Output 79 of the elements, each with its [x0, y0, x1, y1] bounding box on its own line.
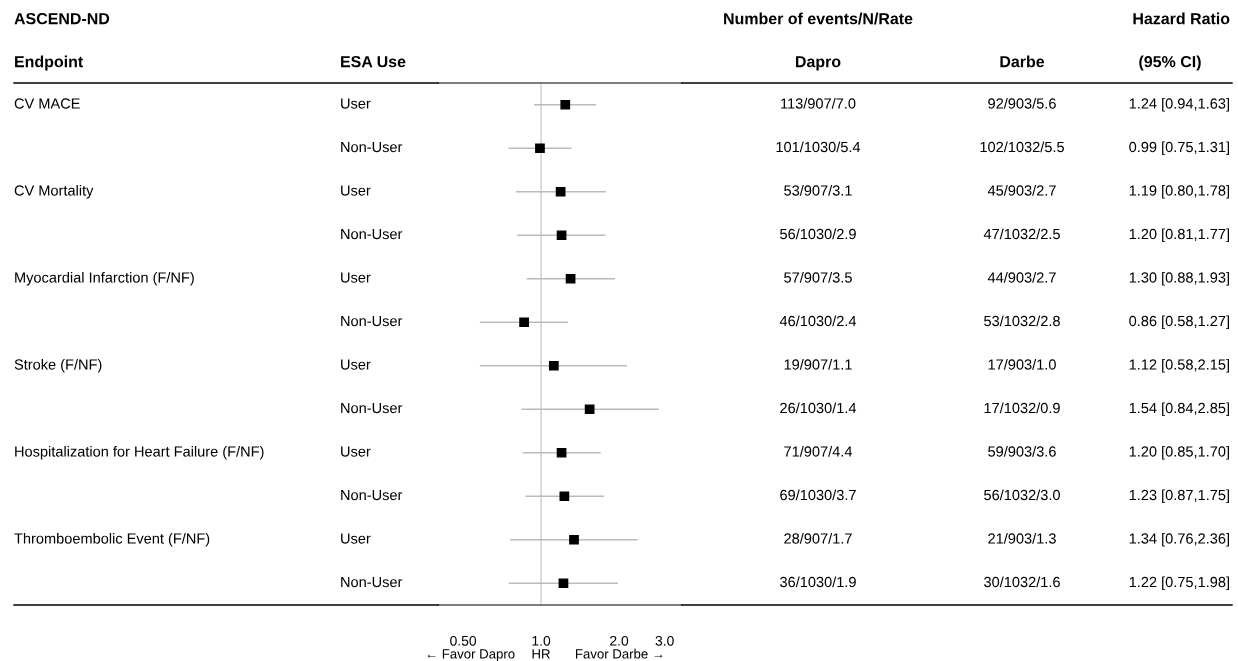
- text: 30/1032/1.6: [984, 576, 1060, 588]
- text: Stroke (F/NF): [14, 358, 102, 373]
- text: 102/1032/5.5: [980, 141, 1064, 153]
- data-label: 0.86 [0.58,1.27]: [1129, 315, 1229, 330]
- text: Darbe: [1000, 55, 1045, 68]
- text: Dapro: [796, 56, 841, 71]
- text: Number of events/N/Rate: [724, 12, 913, 25]
- text: 28/907/1.7: [784, 532, 852, 544]
- data-label: 1.24 [0.94,1.63]: [1129, 97, 1229, 112]
- text: 57/907/3.5: [784, 271, 852, 283]
- text: 45/903/2.7: [987, 184, 1056, 196]
- text: 92/903/5.6: [988, 97, 1056, 109]
- data-label: 0.99 [0.75,1.31]: [1129, 141, 1229, 156]
- point: [558, 578, 569, 589]
- text: 53/907/3.1: [784, 184, 852, 196]
- text: CV Mortality: [14, 184, 94, 199]
- point: [555, 186, 566, 197]
- text: 56/1030/2.9: [780, 228, 856, 240]
- point: [559, 491, 570, 502]
- data-label: 1.12 [0.58,2.15]: [1129, 358, 1229, 373]
- data-label: 1.30 [0.88,1.93]: [1129, 271, 1229, 286]
- y-tick-label: Non-User: [341, 402, 403, 414]
- text: 113/907/7.0: [781, 97, 856, 109]
- text: 21/903/1.3: [988, 532, 1056, 544]
- y-tick-label: User: [341, 185, 371, 196]
- text: ESA Use: [341, 55, 406, 68]
- text: Myocardial Infarction (F/NF): [15, 271, 194, 286]
- text: CV MACE: [14, 98, 80, 109]
- x-tick-label: 0.50: [450, 635, 477, 646]
- point: [548, 360, 559, 371]
- point: [556, 230, 567, 241]
- data-label: 1.34 [0.76,2.36]: [1129, 532, 1229, 547]
- y-tick-label: Non-User: [341, 489, 403, 501]
- data-label: 1.20 [0.81,1.77]: [1129, 228, 1229, 243]
- text: 53/1032/2.8: [984, 315, 1060, 327]
- text: HR: [532, 649, 550, 659]
- text: 36/1030/1.9: [780, 576, 856, 588]
- x-tick-label: 2.0: [610, 635, 629, 646]
- text: 59/903/3.6: [988, 445, 1056, 457]
- point: [556, 447, 567, 458]
- x-tick-label: 3.0: [655, 635, 674, 646]
- text: 17/903/1.0: [988, 358, 1056, 370]
- text: 19/907/1.1: [784, 358, 852, 370]
- text: 47/1032/2.5: [983, 228, 1060, 240]
- text: 71/907/4.4: [784, 445, 853, 457]
- y-tick-label: User: [341, 98, 371, 109]
- x-tick-label: 1.0: [532, 635, 551, 646]
- text: ← Favor Dapro: [427, 649, 515, 661]
- text: 101/1030/5.4: [776, 141, 861, 153]
- data-label: 1.20 [0.85,1.70]: [1129, 445, 1229, 460]
- point: [535, 143, 545, 154]
- text: Hazard Ratio: [1133, 12, 1230, 25]
- text: 69/1030/3.7: [780, 489, 856, 501]
- y-tick-label: Non-User: [341, 576, 403, 588]
- y-tick-label: User: [341, 533, 371, 544]
- text: Endpoint: [15, 55, 83, 71]
- y-tick-label: User: [341, 359, 371, 370]
- y-tick-label: Non-User: [341, 228, 403, 240]
- text: ASCEND-ND: [14, 12, 110, 25]
- point: [560, 99, 571, 110]
- text: 46/1030/2.4: [779, 315, 857, 327]
- data-label: 1.19 [0.80,1.78]: [1129, 184, 1229, 199]
- data-label: 1.54 [0.84,2.85]: [1129, 402, 1229, 417]
- y-tick-label: Non-User: [341, 315, 403, 327]
- text: Favor Darbe →: [575, 648, 663, 659]
- y-tick-label: Non-User: [341, 141, 403, 153]
- data-label: 1.22 [0.75,1.98]: [1129, 576, 1229, 591]
- y-tick-label: User: [341, 272, 371, 283]
- text: (95% CI): [1139, 55, 1201, 71]
- data-label: 1.23 [0.87,1.75]: [1129, 489, 1229, 504]
- text: Hospitalization for Heart Failure (F/NF): [15, 445, 264, 460]
- text: 44/903/2.7: [987, 271, 1056, 283]
- text: 56/1032/3.0: [984, 489, 1060, 501]
- text: Thromboembolic Event (F/NF): [14, 532, 210, 547]
- text: 26/1030/1.4: [780, 402, 857, 414]
- point: [569, 534, 579, 545]
- text: 17/1032/0.9: [984, 402, 1060, 414]
- point: [565, 273, 576, 284]
- y-tick-label: User: [341, 446, 371, 457]
